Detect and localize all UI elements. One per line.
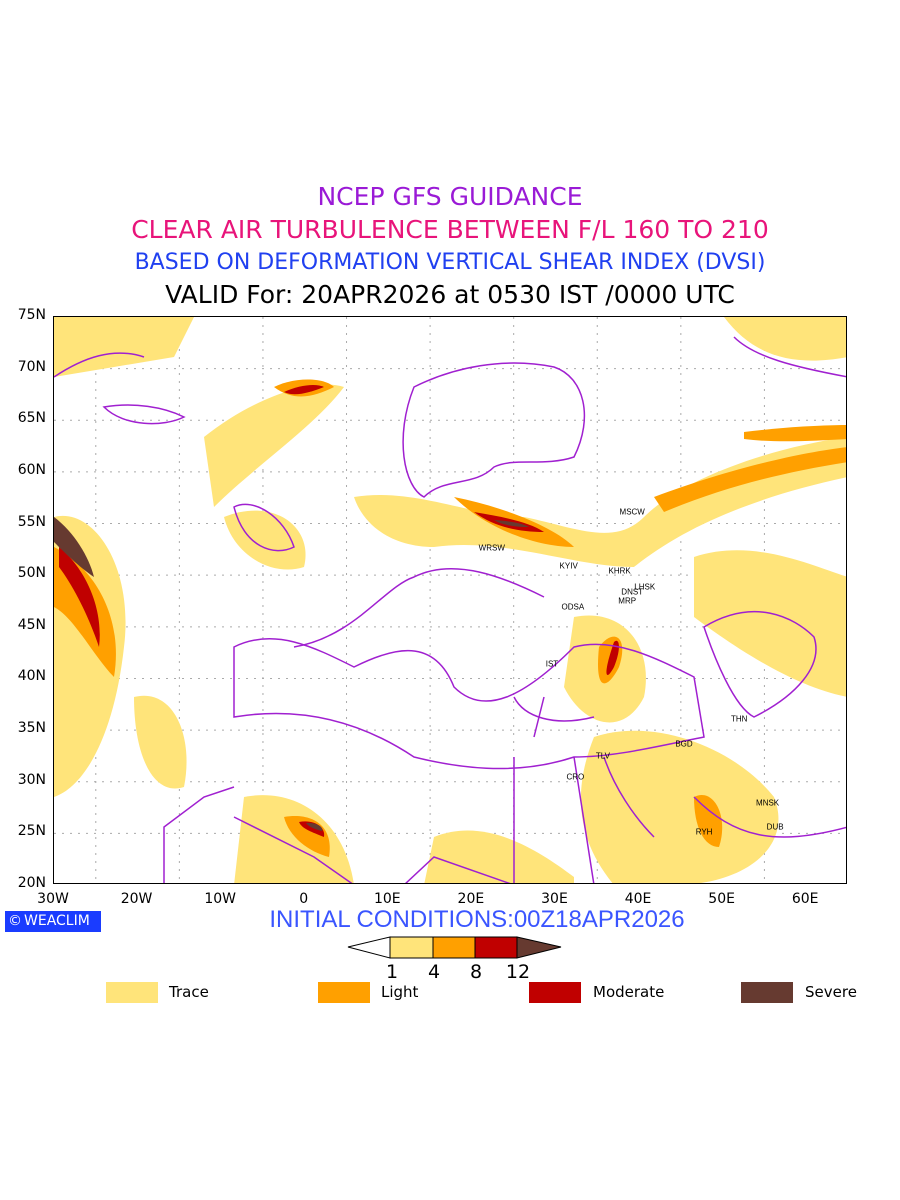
lon-tick-label: 0 bbox=[299, 891, 309, 907]
weaclim-logo: © WEACLIM bbox=[5, 911, 101, 932]
colorbar bbox=[347, 936, 562, 959]
trace-areas bbox=[54, 317, 846, 883]
city-label: MSCW bbox=[619, 507, 645, 517]
lat-tick-label: 25N bbox=[17, 823, 46, 840]
city-label: MNSK bbox=[756, 798, 780, 808]
title-line1: NCEP GFS GUIDANCE bbox=[317, 182, 583, 211]
city-label: IST bbox=[545, 659, 559, 669]
lon-tick-label: 60E bbox=[791, 891, 819, 907]
lat-tick-label: 55N bbox=[17, 513, 46, 530]
lat-tick-label: 40N bbox=[17, 668, 46, 685]
colorbar-severe-arrow bbox=[516, 936, 562, 959]
lon-tick-label: 30W bbox=[37, 891, 69, 907]
colorbar-tick: 8 bbox=[469, 961, 483, 983]
legend-swatch-severe bbox=[741, 982, 793, 1003]
colorbar-moderate bbox=[474, 936, 518, 959]
city-label: RYH bbox=[695, 827, 713, 837]
turbulence-map bbox=[53, 316, 847, 884]
lon-tick-label: 50E bbox=[708, 891, 735, 907]
country-boundaries bbox=[54, 336, 846, 883]
lat-tick-label: 70N bbox=[17, 358, 46, 375]
colorbar-trace bbox=[389, 936, 434, 959]
lon-tick-label: 20E bbox=[457, 891, 485, 907]
colorbar-tick: 4 bbox=[427, 961, 441, 983]
severe-areas bbox=[54, 517, 529, 831]
city-label: THN bbox=[730, 714, 748, 724]
city-label: MRP bbox=[618, 596, 637, 606]
city-label: KHRK bbox=[608, 566, 631, 576]
city-label: CRO bbox=[566, 772, 585, 782]
lon-tick-label: 40E bbox=[624, 891, 652, 907]
colorbar-tick: 1 bbox=[385, 961, 399, 983]
lat-tick-label: 75N bbox=[17, 307, 46, 323]
legend-swatch-moderate bbox=[529, 982, 581, 1003]
city-label: KYIV bbox=[559, 561, 578, 571]
title-line4: VALID For: 20APR2026 at 0530 IST /0000 U… bbox=[165, 280, 735, 309]
legend-swatch-light bbox=[318, 982, 370, 1003]
city-label: BGD bbox=[675, 739, 693, 749]
lat-tick-label: 20N bbox=[17, 875, 46, 891]
legend-label-light: Light bbox=[381, 983, 419, 1001]
lon-tick-label: 10W bbox=[204, 891, 236, 907]
lon-tick-label: 20W bbox=[120, 891, 153, 907]
title-line3: BASED ON DEFORMATION VERTICAL SHEAR INDE… bbox=[134, 250, 766, 275]
logo-text: WEACLIM bbox=[24, 913, 90, 929]
copyright-icon: © bbox=[8, 913, 22, 929]
lat-tick-label: 45N bbox=[17, 616, 46, 633]
city-label: DNST bbox=[621, 587, 644, 597]
legend-label-severe: Severe bbox=[805, 983, 857, 1001]
colorbar-below-arrow bbox=[347, 936, 391, 959]
lat-tick-label: 50N bbox=[17, 565, 46, 582]
city-label: WRSW bbox=[478, 543, 505, 553]
lat-tick-label: 30N bbox=[17, 771, 46, 788]
colorbar-light bbox=[432, 936, 476, 959]
city-label: DUB bbox=[766, 822, 784, 832]
map-canvas bbox=[54, 317, 846, 883]
lon-tick-label: 10E bbox=[373, 891, 401, 907]
colorbar-tick: 12 bbox=[505, 961, 531, 983]
city-label: LHSK bbox=[634, 582, 656, 592]
lon-tick-label: 30E bbox=[541, 891, 568, 907]
city-label: TLV bbox=[595, 751, 610, 761]
moderate-areas bbox=[59, 384, 619, 837]
initial-conditions: INITIAL CONDITIONS:00Z18APR2026 bbox=[269, 906, 685, 933]
title-line2: CLEAR AIR TURBULENCE BETWEEN F/L 160 TO … bbox=[131, 215, 769, 244]
city-label: ODSA bbox=[561, 602, 585, 612]
lat-tick-label: 60N bbox=[17, 461, 46, 478]
legend-label-moderate: Moderate bbox=[593, 983, 665, 1001]
legend-label-trace: Trace bbox=[169, 983, 209, 1001]
legend-swatch-trace bbox=[106, 982, 158, 1003]
lat-tick-label: 65N bbox=[17, 410, 46, 427]
lat-tick-label: 35N bbox=[17, 720, 46, 737]
